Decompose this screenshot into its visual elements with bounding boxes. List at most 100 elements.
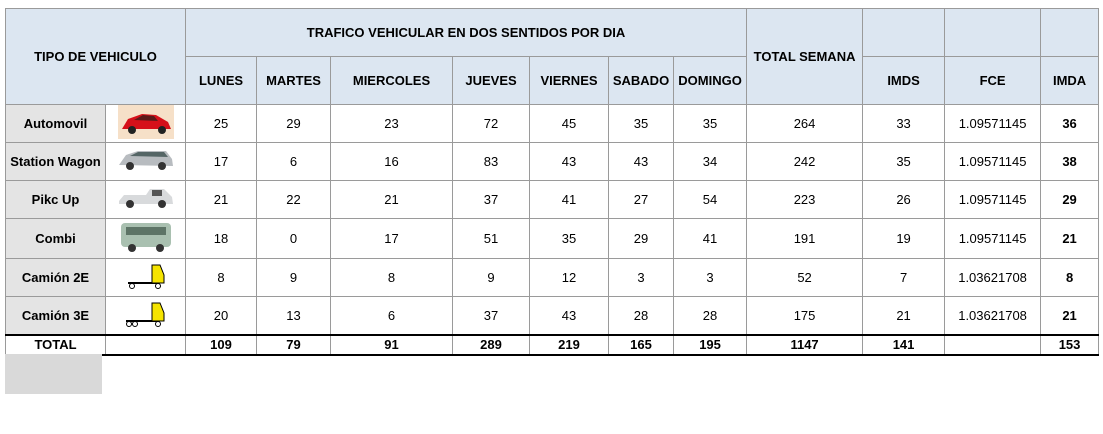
vehicle-icon: [106, 219, 186, 259]
vehicle-icon: [106, 105, 186, 143]
total-value: 165: [609, 335, 674, 355]
vehicle-icon: [106, 181, 186, 219]
cell-value: 13: [257, 297, 331, 335]
total-value: 79: [257, 335, 331, 355]
cell-value: 21: [1041, 297, 1099, 335]
cell-value: 29: [1041, 181, 1099, 219]
metric-header: IMDA: [1041, 57, 1099, 105]
total-value: 195: [674, 335, 747, 355]
cell-value: 26: [863, 181, 945, 219]
vehicle-name: Pikc Up: [6, 181, 106, 219]
total-label: TOTAL: [6, 335, 106, 355]
cell-value: 28: [674, 297, 747, 335]
cell-value: 35: [609, 105, 674, 143]
cell-value: 1.03621708: [945, 259, 1041, 297]
cell-value: 33: [863, 105, 945, 143]
vehicle-name: Camión 3E: [6, 297, 106, 335]
cell-value: 1.09571145: [945, 105, 1041, 143]
cell-value: 35: [530, 219, 609, 259]
total-value: 153: [1041, 335, 1099, 355]
cell-value: 264: [747, 105, 863, 143]
cell-value: 1.09571145: [945, 219, 1041, 259]
cell-value: 23: [331, 105, 453, 143]
cell-value: 38: [1041, 143, 1099, 181]
cell-value: 17: [186, 143, 257, 181]
total-value: 219: [530, 335, 609, 355]
cell-value: 41: [530, 181, 609, 219]
vehicle-name: Combi: [6, 219, 106, 259]
cell-value: 175: [747, 297, 863, 335]
day-header: MARTES: [257, 57, 331, 105]
vehicle-icon: [106, 259, 186, 297]
cell-value: 21: [331, 181, 453, 219]
cell-value: 43: [530, 143, 609, 181]
cell-value: 29: [609, 219, 674, 259]
cell-value: 9: [257, 259, 331, 297]
cell-value: 43: [609, 143, 674, 181]
cell-value: 54: [674, 181, 747, 219]
cell-value: 8: [1041, 259, 1099, 297]
total-value: 91: [331, 335, 453, 355]
vehicle-name: Automovil: [6, 105, 106, 143]
cell-value: 20: [186, 297, 257, 335]
group-title: TRAFICO VEHICULAR EN DOS SENTIDOS POR DI…: [186, 9, 747, 57]
cell-value: 72: [453, 105, 530, 143]
metric-header: IMDS: [863, 57, 945, 105]
cell-value: 17: [331, 219, 453, 259]
cell-value: 19: [863, 219, 945, 259]
cell-value: 34: [674, 143, 747, 181]
cell-value: 21: [863, 297, 945, 335]
cell-value: 52: [747, 259, 863, 297]
cell-value: 3: [674, 259, 747, 297]
day-header: DOMINGO: [674, 57, 747, 105]
cell-value: 37: [453, 181, 530, 219]
cell-value: 12: [530, 259, 609, 297]
total-blank: [106, 335, 186, 355]
cell-value: 28: [609, 297, 674, 335]
page: TIPO DE VEHICULO TRAFICO VEHICULAR EN DO…: [0, 0, 1103, 434]
total-header: TOTAL SEMANA: [747, 9, 863, 105]
cell-value: 36: [1041, 105, 1099, 143]
header-blank: [1041, 9, 1099, 57]
cell-value: 1.09571145: [945, 143, 1041, 181]
cell-value: 29: [257, 105, 331, 143]
cell-value: 35: [674, 105, 747, 143]
gray-block: [5, 354, 102, 394]
cell-value: 8: [186, 259, 257, 297]
cell-value: 41: [674, 219, 747, 259]
total-value: 1147: [747, 335, 863, 355]
day-header: MIERCOLES: [331, 57, 453, 105]
total-value: 289: [453, 335, 530, 355]
total-value: 141: [863, 335, 945, 355]
cell-value: 27: [609, 181, 674, 219]
cell-value: 9: [453, 259, 530, 297]
cell-value: 191: [747, 219, 863, 259]
cell-value: 8: [331, 259, 453, 297]
cell-value: 3: [609, 259, 674, 297]
vehicle-name: Station Wagon: [6, 143, 106, 181]
header-blank: [945, 9, 1041, 57]
vehicle-icon: [106, 143, 186, 181]
metric-header: FCE: [945, 57, 1041, 105]
day-header: VIERNES: [530, 57, 609, 105]
cell-value: 1.09571145: [945, 181, 1041, 219]
day-header: JUEVES: [453, 57, 530, 105]
header-blank: [863, 9, 945, 57]
vehicle-name: Camión 2E: [6, 259, 106, 297]
day-header: LUNES: [186, 57, 257, 105]
cell-value: 37: [453, 297, 530, 335]
cell-value: 223: [747, 181, 863, 219]
cell-value: 45: [530, 105, 609, 143]
vehicle-icon: [106, 297, 186, 335]
cell-value: 21: [186, 181, 257, 219]
day-header: SABADO: [609, 57, 674, 105]
cell-value: 43: [530, 297, 609, 335]
cell-value: 0: [257, 219, 331, 259]
cell-value: 83: [453, 143, 530, 181]
